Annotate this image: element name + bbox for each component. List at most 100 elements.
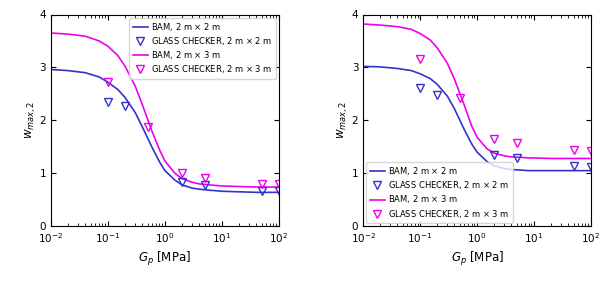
BAM, 2 m $\times$ 2 m — [149, 146, 156, 150]
BAM, 2 m $\times$ 2 m — [266, 191, 274, 194]
BAM, 2 m $\times$ 3 m — [508, 155, 515, 159]
GLASS CHECKER, 2 m $\times$ 3 m — [457, 96, 464, 100]
BAM, 2 m $\times$ 3 m — [587, 157, 595, 160]
GLASS CHECKER, 2 m $\times$ 2 m — [275, 190, 283, 193]
BAM, 2 m $\times$ 3 m — [578, 157, 586, 160]
GLASS CHECKER, 2 m $\times$ 3 m — [144, 125, 151, 128]
BAM, 2 m $\times$ 3 m — [156, 148, 163, 151]
BAM, 2 m $\times$ 3 m — [275, 185, 283, 189]
BAM, 2 m $\times$ 2 m — [122, 96, 129, 99]
BAM, 2 m $\times$ 3 m — [548, 157, 555, 160]
BAM, 2 m $\times$ 2 m — [587, 169, 595, 172]
BAM, 2 m $\times$ 3 m — [451, 77, 458, 81]
GLASS CHECKER, 2 m $\times$ 3 m — [570, 148, 577, 152]
BAM, 2 m $\times$ 2 m — [468, 142, 475, 145]
BAM, 2 m $\times$ 3 m — [416, 32, 424, 35]
BAM, 2 m $\times$ 3 m — [178, 177, 185, 180]
BAM, 2 m $\times$ 3 m — [65, 32, 72, 36]
BAM, 2 m $\times$ 3 m — [491, 151, 498, 155]
BAM, 2 m $\times$ 2 m — [131, 111, 139, 114]
BAM, 2 m $\times$ 3 m — [377, 23, 384, 27]
Line: GLASS CHECKER, 2 m $\times$ 3 m: GLASS CHECKER, 2 m $\times$ 3 m — [416, 55, 595, 155]
BAM, 2 m $\times$ 3 m — [172, 172, 179, 175]
BAM, 2 m $\times$ 2 m — [275, 191, 283, 194]
BAM, 2 m $\times$ 3 m — [161, 160, 169, 163]
BAM, 2 m $\times$ 2 m — [235, 190, 242, 193]
BAM, 2 m $\times$ 3 m — [213, 184, 220, 187]
BAM, 2 m $\times$ 2 m — [500, 167, 508, 170]
GLASS CHECKER, 2 m $\times$ 2 m — [570, 165, 577, 168]
BAM, 2 m $\times$ 2 m — [508, 168, 515, 171]
BAM, 2 m $\times$ 2 m — [156, 160, 163, 163]
GLASS CHECKER, 2 m $\times$ 2 m — [587, 165, 595, 169]
BAM, 2 m $\times$ 3 m — [565, 157, 572, 160]
BAM, 2 m $\times$ 2 m — [484, 160, 491, 163]
GLASS CHECKER, 2 m $\times$ 3 m — [201, 176, 208, 179]
BAM, 2 m $\times$ 3 m — [434, 46, 441, 50]
GLASS CHECKER, 2 m $\times$ 2 m — [513, 157, 520, 160]
GLASS CHECKER, 2 m $\times$ 3 m — [513, 141, 520, 144]
BAM, 2 m $\times$ 2 m — [451, 107, 458, 110]
BAM, 2 m $\times$ 3 m — [530, 156, 538, 160]
BAM, 2 m $\times$ 2 m — [213, 189, 220, 193]
GLASS CHECKER, 2 m $\times$ 3 m — [416, 58, 424, 61]
BAM, 2 m $\times$ 3 m — [484, 147, 491, 151]
BAM, 2 m $\times$ 2 m — [161, 169, 169, 172]
BAM, 2 m $\times$ 3 m — [235, 185, 242, 188]
X-axis label: $G_p$ [MPa]: $G_p$ [MPa] — [451, 251, 503, 269]
GLASS CHECKER, 2 m $\times$ 2 m — [178, 180, 185, 184]
BAM, 2 m $\times$ 3 m — [82, 35, 89, 38]
BAM, 2 m $\times$ 2 m — [115, 88, 122, 91]
GLASS CHECKER, 2 m $\times$ 3 m — [178, 172, 185, 175]
BAM, 2 m $\times$ 2 m — [377, 65, 384, 69]
BAM, 2 m $\times$ 2 m — [218, 190, 226, 193]
BAM, 2 m $\times$ 3 m — [359, 22, 367, 26]
BAM, 2 m $\times$ 2 m — [548, 169, 555, 172]
BAM, 2 m $\times$ 3 m — [500, 154, 508, 157]
BAM, 2 m $\times$ 2 m — [518, 168, 525, 172]
Legend: BAM, 2 m $\times$ 2 m, GLASS CHECKER, 2 m $\times$ 2 m, BAM, 2 m $\times$ 3 m, G: BAM, 2 m $\times$ 2 m, GLASS CHECKER, 2 … — [367, 162, 513, 223]
BAM, 2 m $\times$ 3 m — [218, 184, 226, 188]
BAM, 2 m $\times$ 2 m — [416, 72, 424, 75]
BAM, 2 m $\times$ 3 m — [525, 156, 532, 160]
GLASS CHECKER, 2 m $\times$ 3 m — [275, 183, 283, 186]
Legend: BAM, 2 m $\times$ 2 m, GLASS CHECKER, 2 m $\times$ 2 m, BAM, 2 m $\times$ 3 m, G: BAM, 2 m $\times$ 2 m, GLASS CHECKER, 2 … — [129, 18, 275, 79]
Y-axis label: $w_{max,2}$: $w_{max,2}$ — [336, 101, 350, 139]
BAM, 2 m $\times$ 2 m — [359, 65, 367, 68]
BAM, 2 m $\times$ 3 m — [473, 135, 481, 139]
BAM, 2 m $\times$ 3 m — [427, 38, 434, 42]
Line: GLASS CHECKER, 2 m $\times$ 3 m: GLASS CHECKER, 2 m $\times$ 3 m — [104, 78, 283, 188]
GLASS CHECKER, 2 m $\times$ 3 m — [587, 149, 595, 152]
BAM, 2 m $\times$ 3 m — [253, 185, 260, 189]
GLASS CHECKER, 2 m $\times$ 2 m — [201, 184, 208, 187]
GLASS CHECKER, 2 m $\times$ 3 m — [104, 81, 112, 84]
BAM, 2 m $\times$ 2 m — [95, 75, 103, 79]
BAM, 2 m $\times$ 3 m — [461, 104, 468, 107]
BAM, 2 m $\times$ 2 m — [434, 83, 441, 86]
BAM, 2 m $\times$ 2 m — [461, 128, 468, 132]
Line: BAM, 2 m $\times$ 2 m: BAM, 2 m $\times$ 2 m — [363, 66, 591, 171]
BAM, 2 m $\times$ 3 m — [407, 28, 415, 31]
GLASS CHECKER, 2 m $\times$ 3 m — [491, 137, 498, 141]
BAM, 2 m $\times$ 2 m — [253, 191, 260, 194]
GLASS CHECKER, 2 m $\times$ 2 m — [416, 86, 424, 89]
BAM, 2 m $\times$ 2 m — [139, 125, 146, 128]
BAM, 2 m $\times$ 2 m — [206, 188, 213, 192]
BAM, 2 m $\times$ 3 m — [47, 31, 55, 35]
Line: BAM, 2 m $\times$ 3 m: BAM, 2 m $\times$ 3 m — [363, 24, 591, 158]
BAM, 2 m $\times$ 2 m — [565, 169, 572, 172]
BAM, 2 m $\times$ 2 m — [525, 169, 532, 172]
BAM, 2 m $\times$ 3 m — [443, 61, 451, 65]
Line: BAM, 2 m $\times$ 2 m: BAM, 2 m $\times$ 2 m — [51, 70, 279, 192]
GLASS CHECKER, 2 m $\times$ 2 m — [122, 104, 129, 107]
BAM, 2 m $\times$ 2 m — [491, 164, 498, 168]
BAM, 2 m $\times$ 3 m — [104, 44, 112, 48]
BAM, 2 m $\times$ 2 m — [196, 187, 203, 191]
BAM, 2 m $\times$ 3 m — [266, 185, 274, 189]
Line: BAM, 2 m $\times$ 3 m: BAM, 2 m $\times$ 3 m — [51, 33, 279, 187]
BAM, 2 m $\times$ 2 m — [172, 178, 179, 182]
BAM, 2 m $\times$ 2 m — [188, 186, 196, 190]
GLASS CHECKER, 2 m $\times$ 2 m — [434, 93, 441, 97]
BAM, 2 m $\times$ 2 m — [394, 67, 401, 70]
X-axis label: $G_p$ [MPa]: $G_p$ [MPa] — [139, 251, 191, 269]
